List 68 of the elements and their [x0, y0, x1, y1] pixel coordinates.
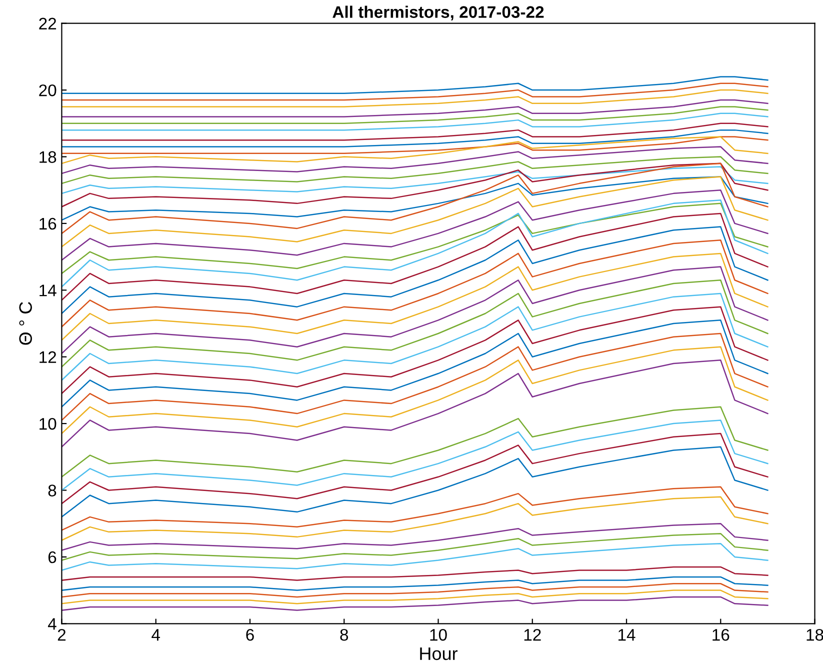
line-series: [62, 280, 768, 368]
y-tick-label: 8: [48, 484, 56, 496]
x-tick-label: 16: [712, 628, 730, 641]
line-series: [62, 136, 768, 164]
line-series: [62, 346, 768, 434]
y-axis-title: Θ ° C: [19, 302, 32, 345]
y-tick-label: 22: [39, 18, 56, 30]
line-series: [62, 166, 768, 194]
line-series: [62, 202, 768, 274]
x-tick-label: 2: [58, 628, 66, 641]
x-tick-label: 18: [806, 628, 823, 641]
line-series: [62, 432, 768, 504]
line-series: [62, 583, 768, 598]
line-series: [62, 266, 768, 354]
line-series: [62, 590, 768, 604]
line-series: [62, 146, 768, 174]
line-series: [62, 532, 768, 561]
y-tick-label: 14: [40, 284, 56, 296]
line-series: [62, 82, 768, 101]
line-series: [62, 226, 768, 314]
line-series: [62, 212, 768, 301]
line-series: [62, 566, 768, 581]
line-series: [62, 320, 768, 408]
line-series: [62, 176, 768, 248]
y-tick-label: 20: [39, 84, 56, 96]
line-series: [62, 360, 768, 448]
x-tick-label: 4: [152, 629, 160, 641]
x-tick-label: 6: [246, 628, 254, 641]
line-series: [62, 332, 768, 421]
y-tick-label: 18: [40, 151, 56, 163]
line-series: [62, 189, 768, 261]
y-tick-label: 16: [40, 218, 56, 230]
y-tick-label: 10: [40, 418, 56, 430]
line-series: [62, 522, 768, 551]
line-series: [62, 89, 768, 108]
line-series: [62, 122, 768, 141]
line-series: [62, 406, 768, 478]
line-series: [62, 199, 768, 288]
line-series: [62, 252, 768, 341]
line-series: [62, 162, 768, 234]
line-series: [62, 106, 768, 124]
line-series: [62, 129, 768, 148]
line-series: [62, 596, 768, 611]
line-series: [62, 292, 768, 381]
x-tick-label: 10: [430, 628, 447, 641]
line-series: [62, 420, 768, 491]
line-series: [62, 162, 768, 208]
line-series: [62, 542, 768, 571]
line-series: [62, 306, 768, 394]
y-tick-label: 4: [48, 618, 56, 630]
x-tick-label: 12: [524, 628, 541, 641]
line-series: [62, 446, 768, 518]
y-tick-label: 6: [48, 551, 56, 564]
line-series: [62, 76, 768, 94]
x-tick-label: 14: [618, 629, 636, 641]
line-series: [62, 486, 768, 531]
line-series: [62, 112, 768, 131]
y-tick-label: 12: [40, 351, 56, 363]
line-series: [62, 176, 768, 221]
x-tick-label: 8: [340, 628, 348, 641]
line-series: [62, 496, 768, 541]
line-series: [62, 156, 768, 184]
line-series: [62, 136, 768, 154]
line-series: [62, 99, 768, 118]
line-series: [62, 576, 768, 591]
x-axis-title: Hour: [420, 647, 458, 660]
chart-title: All thermistors, 2017-03-22: [332, 6, 544, 20]
line-series: [62, 239, 768, 328]
